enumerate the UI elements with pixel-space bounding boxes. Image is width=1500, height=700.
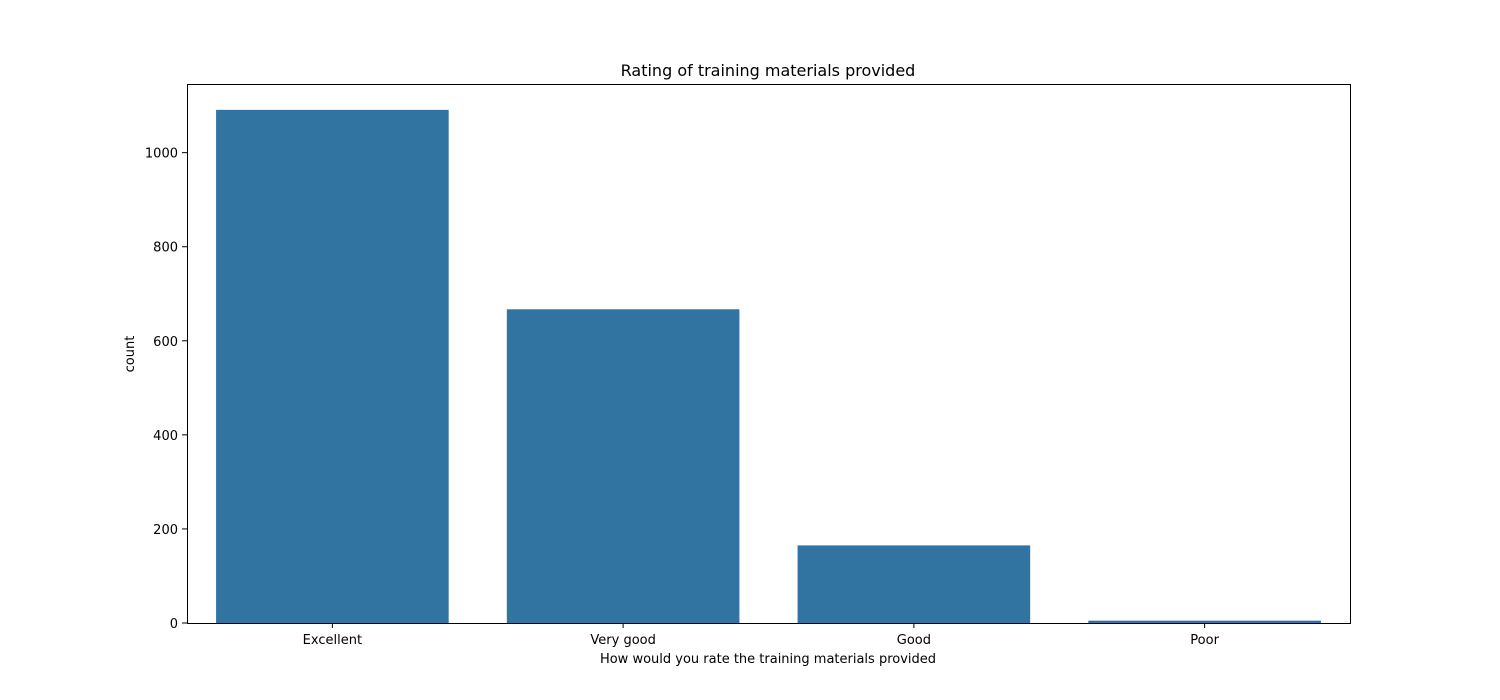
y-tick-label: 800 (153, 241, 178, 256)
x-tick-label: Good (897, 633, 931, 648)
y-tick-label: 400 (153, 429, 178, 444)
x-axis: Excellent Very good Good Poor (303, 623, 1220, 648)
bar-excellent (216, 109, 449, 624)
y-tick-label: 200 (153, 523, 178, 538)
bar-poor (1088, 620, 1321, 623)
x-tick-label: Very good (590, 633, 655, 648)
y-tick-label: 0 (170, 617, 178, 632)
y-axis: 0 200 400 600 800 1000 (145, 147, 187, 632)
chart-title: Rating of training materials provided (621, 61, 916, 80)
x-axis-label: How would you rate the training material… (600, 652, 936, 667)
bars-group (216, 109, 1321, 624)
y-axis-label: count (123, 336, 138, 373)
y-tick-label: 600 (153, 335, 178, 350)
bar-good (797, 545, 1031, 623)
x-tick-label: Excellent (303, 633, 362, 648)
plot-frame (187, 84, 1351, 624)
bar-very-good (506, 309, 740, 623)
x-tick-label: Poor (1190, 633, 1219, 648)
y-tick-label: 1000 (145, 147, 178, 162)
